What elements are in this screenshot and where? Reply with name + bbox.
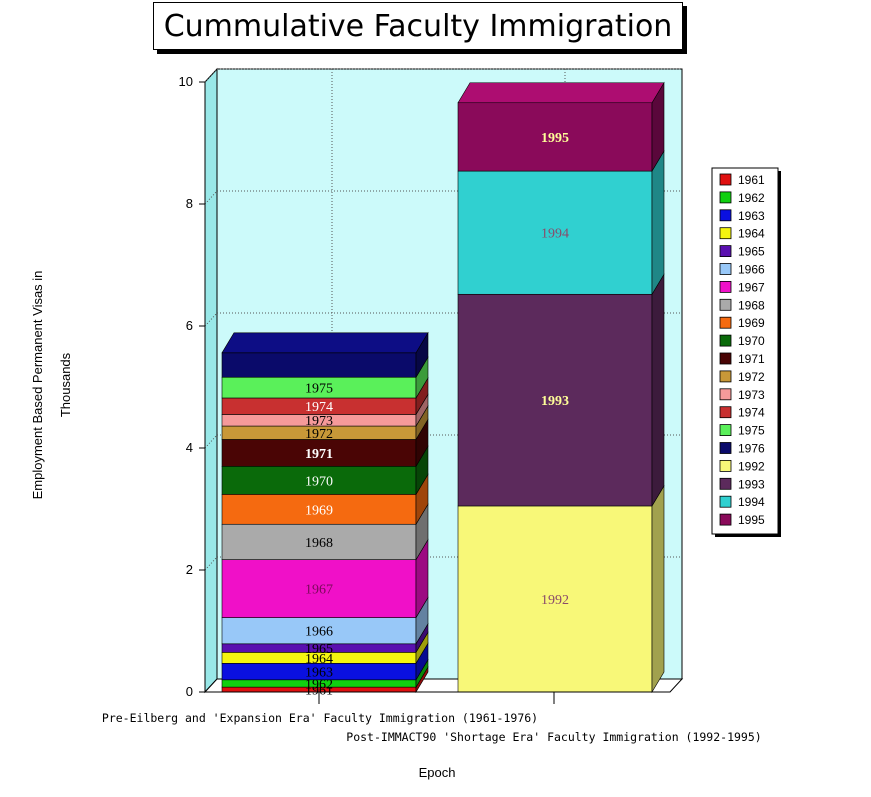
bar-label-1972: 1972 [305,427,333,442]
legend-swatch-1974 [719,406,732,419]
bar-segment-side-1993 [651,273,665,508]
legend-swatch-1994 [719,495,732,508]
bar-label-1969: 1969 [305,503,333,518]
y-axis-label-line2: Thousands [58,352,73,417]
legend-label-1962: 1962 [738,191,765,205]
legend-swatch-1972 [719,370,732,383]
bar-segment-1966 [221,617,417,645]
bar-label-1965: 1965 [305,642,333,657]
legend-swatch-1970 [719,334,732,347]
legend-label-1964: 1964 [738,227,765,241]
plot-side-wall [204,67,218,694]
y-tick-label: 2 [186,562,193,577]
bar-segment-1976 [221,352,417,378]
y-tick-label: 4 [186,440,193,455]
legend-swatch-1963 [719,209,732,222]
bar-label-1968: 1968 [305,536,333,551]
legend-swatch-1993 [719,477,732,490]
bar-top-1995 [457,82,665,104]
legend-label-1994: 1994 [738,495,765,509]
bar-label-1962: 1962 [305,677,333,692]
legend-label-1968: 1968 [738,298,765,312]
bar-label-1970: 1970 [305,474,333,489]
bar-label-1973: 1973 [305,414,333,429]
bars: 1961196219631964196519661967196819691970… [221,81,665,699]
bar-label-1966: 1966 [305,625,333,640]
legend-swatch-1973 [719,388,732,401]
bar-label-1974: 1974 [305,400,333,415]
legend-label-1965: 1965 [738,245,765,259]
legend-label-1976: 1976 [738,442,765,456]
bar-label-1992: 1992 [541,593,569,608]
legend-label-1974: 1974 [738,406,765,420]
legend-swatch-1962 [719,191,732,204]
legend-swatch-1961 [719,173,732,186]
legend-swatch-1964 [719,227,732,240]
legend-swatch-1968 [719,298,732,311]
legend-label-1961: 1961 [738,173,765,187]
bar-segment-1967 [221,559,417,618]
y-tick-label: 8 [186,196,193,211]
bar-segment-1971 [221,439,417,467]
legend-label-1971: 1971 [738,352,765,366]
legend-label-1963: 1963 [738,209,765,223]
bar-label-1967: 1967 [305,583,333,598]
bar-segment-1969 [221,494,417,525]
bar-label-1993: 1993 [541,394,569,409]
legend: 1961 1962 1963 1964 1965 1966 1967 1968 1969 1970… [711,167,781,537]
legend-label-1993: 1993 [738,477,765,491]
bar-label-1971: 1971 [305,447,333,462]
bar-segment-side-1992 [651,484,665,694]
legend-swatch-1965 [719,245,732,258]
legend-label-1969: 1969 [738,316,765,330]
y-tick-label: 10 [179,74,193,89]
legend-swatch-1976 [719,442,732,454]
bar-segment-1970 [221,465,417,495]
y-tick-label: 6 [186,318,193,333]
bar-segment-1992 [457,505,653,693]
bar-segment-1993 [457,293,653,507]
x-axis-label: Epoch [419,765,456,780]
legend-swatch-1966 [719,263,732,275]
x-category-label: Post-IMMACT90 'Shortage Era' Faculty Imm… [346,730,761,744]
bar-label-1964: 1964 [305,652,333,667]
bar-label-1994: 1994 [541,227,569,242]
legend-swatch-1971 [719,352,732,365]
bar-top-1976 [221,332,429,354]
bar-label-1963: 1963 [305,666,333,681]
bar-segment-1995 [457,102,653,172]
legend-label-1995: 1995 [738,513,765,527]
legend-label-1972: 1972 [738,370,765,384]
bar-segment-1968 [221,523,417,560]
bar-label-1975: 1975 [305,382,333,397]
bar-label-1995: 1995 [541,131,569,146]
y-tick-label: 0 [186,684,193,699]
chart-title: Cummulative Faculty Immigration [153,2,683,50]
axes: 0 2 4 6 8 10 Pre-Eilberg and 'Expansion Era' F… [102,74,762,744]
legend-label-1973: 1973 [738,388,765,402]
legend-swatch-1975 [719,424,732,437]
legend-label-1975: 1975 [738,424,765,438]
legend-label-1967: 1967 [738,280,765,294]
legend-swatch-1969 [719,316,732,329]
legend-swatch-1995 [719,513,732,526]
legend-label-1970: 1970 [738,334,765,348]
legend-label-1966: 1966 [738,263,765,277]
y-axis-label-line1: Employment Based Permanent Visas in [30,271,45,500]
legend-swatch-1967 [719,280,732,293]
legend-label-1992: 1992 [738,459,765,473]
bar-segment-1994 [457,170,653,295]
legend-swatch-1992 [719,459,732,472]
x-category-label: Pre-Eilberg and 'Expansion Era' Faculty … [102,711,538,725]
bar-segment-side-1994 [651,149,665,296]
